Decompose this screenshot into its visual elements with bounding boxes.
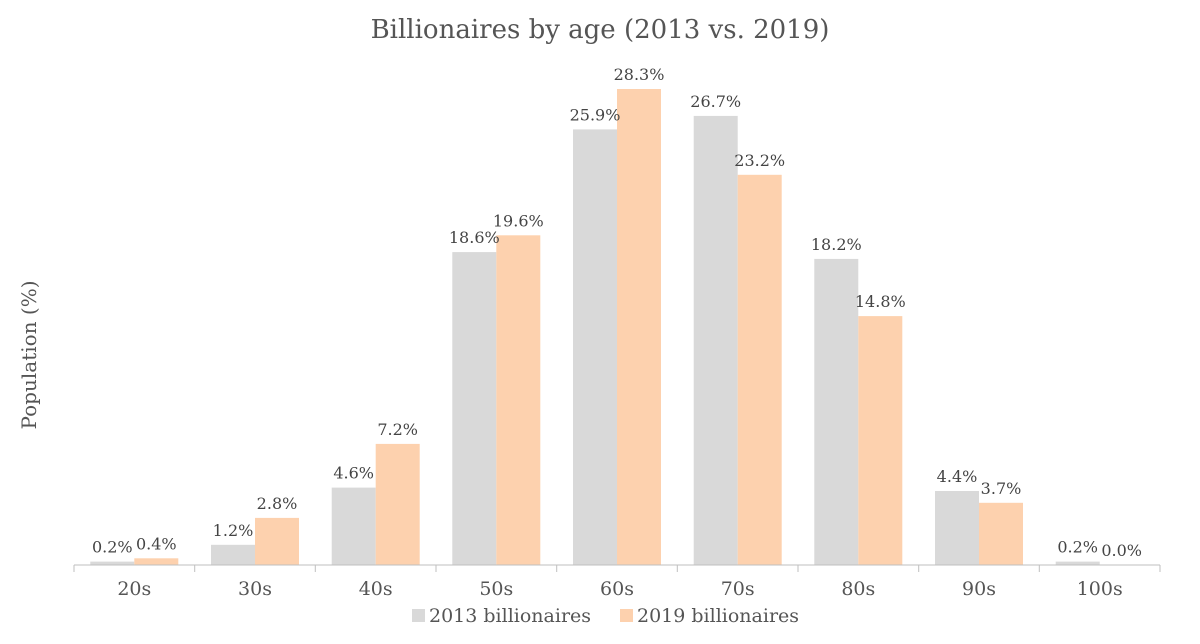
x-tick-label-100s: 100s	[1077, 578, 1123, 600]
data-label-s2019-30s: 2.8%	[257, 494, 298, 513]
bar-s2013-30s	[211, 544, 255, 565]
data-label-s2019-100s: 0.0%	[1101, 541, 1142, 560]
data-label-s2019-90s: 3.7%	[981, 479, 1022, 498]
bar-s2019-40s	[375, 443, 420, 565]
bar-s2013-50s	[452, 252, 497, 565]
legend-swatch-s2013	[412, 609, 425, 622]
data-label-s2013-30s: 1.2%	[213, 521, 254, 540]
data-label-s2019-60s: 28.3%	[614, 65, 665, 84]
x-axis-ticks	[73, 565, 1161, 572]
data-label-s2019-20s: 0.4%	[136, 534, 177, 553]
bar-s2013-20s	[90, 561, 135, 565]
bar-s2019-20s	[134, 558, 179, 565]
legend-label-s2019: 2019 billionaires	[637, 605, 799, 627]
bar-s2019-80s	[858, 316, 903, 565]
x-tick-label-60s: 60s	[600, 578, 634, 600]
data-label-s2013-90s: 4.4%	[937, 467, 978, 486]
bar-s2013-100s	[1055, 561, 1100, 565]
x-tick-label-30s: 30s	[238, 578, 272, 600]
bar-s2013-90s	[935, 491, 979, 565]
data-label-s2013-100s: 0.2%	[1057, 538, 1098, 557]
bar-s2013-70s	[693, 115, 738, 566]
x-tick-label-90s: 90s	[962, 578, 996, 600]
bar-s2013-80s	[814, 258, 859, 565]
data-labels-layer: 0.2% 1.2% 4.6% 18.6% 25.9% 26.7% 18.2% 4.4% 0.2%…	[92, 65, 1142, 560]
x-tick-label-80s: 80s	[841, 578, 875, 600]
bar-s2013-40s	[331, 487, 376, 565]
bar-s2019-70s	[737, 174, 782, 566]
bar-s2019-60s	[617, 89, 661, 565]
chart-title: Billionaires by age (2013 vs. 2019)	[371, 15, 830, 45]
data-label-s2013-70s: 26.7%	[690, 92, 741, 111]
data-label-s2019-50s: 19.6%	[493, 211, 544, 230]
bar-s2019-90s	[979, 502, 1023, 565]
legend: 2013 billionaires 2019 billionaires	[412, 605, 799, 627]
data-label-s2013-50s: 18.6%	[449, 228, 500, 247]
data-label-s2019-40s: 7.2%	[377, 420, 418, 439]
data-label-s2013-80s: 18.2%	[811, 235, 862, 254]
data-label-s2013-60s: 25.9%	[570, 105, 621, 124]
data-label-s2013-40s: 4.6%	[333, 464, 374, 483]
bar-s2013-60s	[573, 129, 617, 565]
x-tick-label-70s: 70s	[721, 578, 755, 600]
x-axis-tick-labels: 20s 30s 40s 50s 60s 70s 80s 90s 100s	[117, 578, 1122, 600]
bar-s2019-50s	[496, 235, 541, 566]
data-label-s2019-80s: 14.8%	[855, 292, 906, 311]
data-label-s2019-70s: 23.2%	[734, 151, 785, 170]
y-axis-label: Population (%)	[17, 280, 41, 429]
legend-swatch-s2019	[620, 609, 633, 622]
bar-s2019-30s	[255, 517, 299, 565]
x-tick-label-50s: 50s	[479, 578, 513, 600]
bars-layer	[90, 89, 1100, 566]
x-tick-label-40s: 40s	[359, 578, 393, 600]
legend-label-s2013: 2013 billionaires	[429, 605, 591, 627]
x-tick-label-20s: 20s	[117, 578, 151, 600]
data-label-s2013-20s: 0.2%	[92, 538, 133, 557]
